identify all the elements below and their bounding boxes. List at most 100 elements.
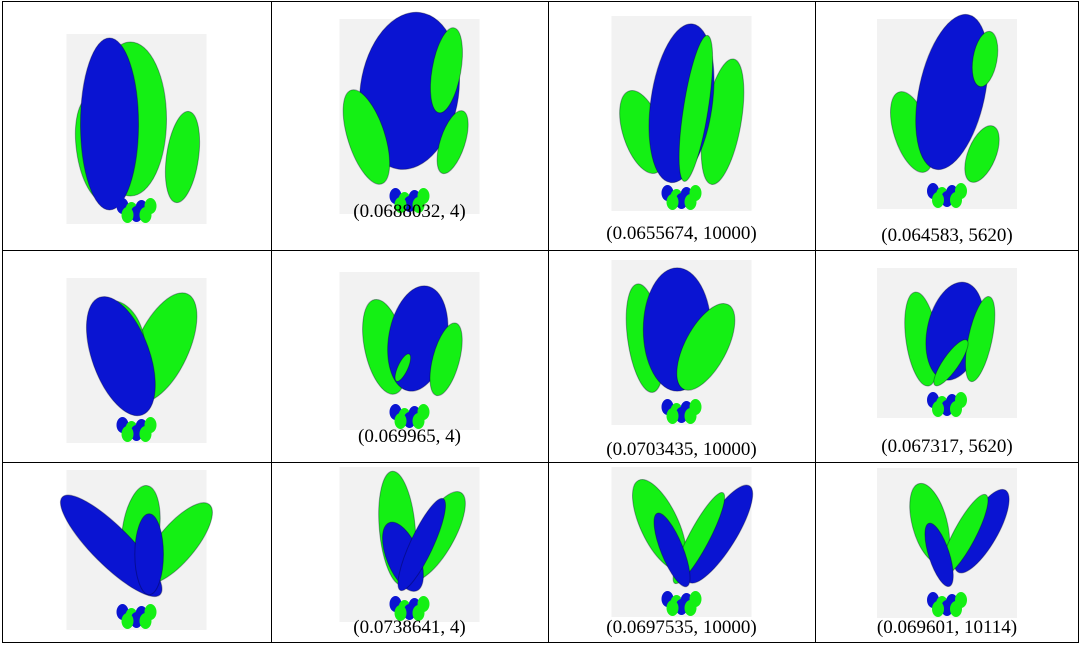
green-lobe (394, 353, 412, 382)
side-lobe (675, 599, 688, 615)
green-lobe (436, 110, 469, 175)
side-lobe (941, 191, 953, 207)
table-cell-r1-c2: (0.0688032, 4) (271, 1, 548, 250)
side-lobe (684, 194, 697, 210)
table-row-border (2, 462, 1079, 463)
table-row-border (2, 250, 1079, 251)
table-cell-r3-c2: (0.0738641, 4) (271, 462, 548, 643)
side-lobe (932, 192, 944, 208)
lobe-group (378, 470, 466, 621)
side-lobe (130, 425, 143, 441)
blue-lobe (653, 512, 691, 588)
green-lobe (971, 30, 999, 88)
side-lobe (941, 600, 953, 616)
radiation-pattern-image (60, 470, 213, 630)
side-lobe (675, 407, 688, 423)
blue-lobe (134, 513, 164, 596)
side-lobe (394, 197, 407, 213)
side-lobe (950, 192, 962, 208)
radiation-pattern-image (877, 268, 1017, 418)
table-cell-r3-c1 (2, 462, 271, 643)
table-column-border (815, 1, 816, 643)
table-cell-r3-c4: (0.069601, 10114) (815, 462, 1079, 643)
side-lobe (412, 605, 425, 621)
blue-lobe (915, 13, 989, 171)
side-lobe (139, 207, 152, 223)
table-cell-r1-c3: (0.0655674, 10000) (548, 1, 815, 250)
cell-caption: (0.067317, 5620) (881, 436, 1013, 457)
cell-caption: (0.069601, 10114) (876, 617, 1018, 638)
green-lobe (164, 110, 201, 204)
side-lobe (950, 601, 962, 617)
side-lobe (675, 193, 688, 209)
cell-caption: (0.0655674, 10000) (606, 223, 757, 244)
side-lobe (121, 207, 134, 223)
table-cell-r3-c3: (0.0697535, 10000) (548, 462, 815, 643)
side-lobe (932, 401, 944, 417)
radiation-pattern-image (66, 34, 207, 224)
side-lobe (130, 206, 143, 222)
side-lobe (684, 600, 697, 616)
green-lobe (676, 303, 736, 391)
side-lobe (121, 426, 134, 442)
green-lobe (933, 339, 969, 387)
table-row-border (2, 1, 1079, 2)
green-lobe (964, 296, 996, 383)
side-lobe (403, 604, 416, 620)
table-cell-r1-c1 (2, 1, 271, 250)
radiation-pattern-image (877, 13, 1017, 209)
blue-lobe (358, 11, 461, 170)
cell-caption: (0.0688032, 4) (353, 201, 466, 222)
cell-caption: (0.0738641, 4) (353, 617, 466, 638)
side-lobe (139, 613, 152, 629)
radiation-pattern-image (611, 16, 752, 211)
side-lobe (950, 401, 962, 417)
radiation-pattern-image (339, 11, 480, 214)
table-column-border (1078, 1, 1079, 643)
cell-caption: (0.0697535, 10000) (606, 617, 757, 638)
lobe-group (625, 267, 736, 424)
side-lobe (403, 196, 416, 212)
side-lobe (666, 408, 679, 424)
green-lobe (964, 125, 1000, 183)
radiation-pattern-image (877, 468, 1017, 618)
side-lobe (666, 600, 679, 616)
lobe-group (362, 285, 463, 429)
radiation-pattern-image (339, 272, 480, 430)
cell-caption: (0.0703435, 10000) (606, 439, 757, 460)
side-lobe (412, 197, 425, 213)
side-lobe (403, 412, 416, 428)
table-column-border (271, 1, 272, 643)
radiation-pattern-image (611, 260, 752, 425)
table-row-border (2, 642, 1079, 643)
lobe-group (60, 485, 213, 629)
side-lobe (139, 426, 152, 442)
lobe-group (342, 11, 469, 213)
table-column-border (2, 1, 3, 643)
side-lobe (941, 400, 953, 416)
lobe-group (904, 281, 996, 417)
green-lobe (429, 27, 463, 114)
cell-caption: (0.064583, 5620) (881, 225, 1013, 246)
table-column-border (548, 1, 549, 643)
side-lobe (394, 413, 407, 429)
blue-lobe (80, 37, 139, 211)
side-lobe (684, 408, 697, 424)
side-lobe (394, 605, 407, 621)
side-lobe (130, 612, 143, 628)
blue-lobe (397, 497, 446, 592)
radiation-pattern-image (66, 278, 207, 443)
table-cell-r2-c2: (0.069965, 4) (271, 250, 548, 462)
table-cell-r1-c4: (0.064583, 5620) (815, 1, 1079, 250)
lobe-group (74, 37, 201, 223)
side-lobe (121, 613, 134, 629)
radiation-pattern-image (611, 467, 754, 617)
table-cell-r2-c1 (2, 250, 271, 462)
table-cell-r2-c3: (0.0703435, 10000) (548, 250, 815, 462)
side-lobe (666, 194, 679, 210)
green-lobe (342, 89, 391, 185)
cell-caption: (0.069965, 4) (358, 426, 461, 447)
lobe-group (619, 23, 745, 210)
blue-lobe (85, 296, 156, 417)
